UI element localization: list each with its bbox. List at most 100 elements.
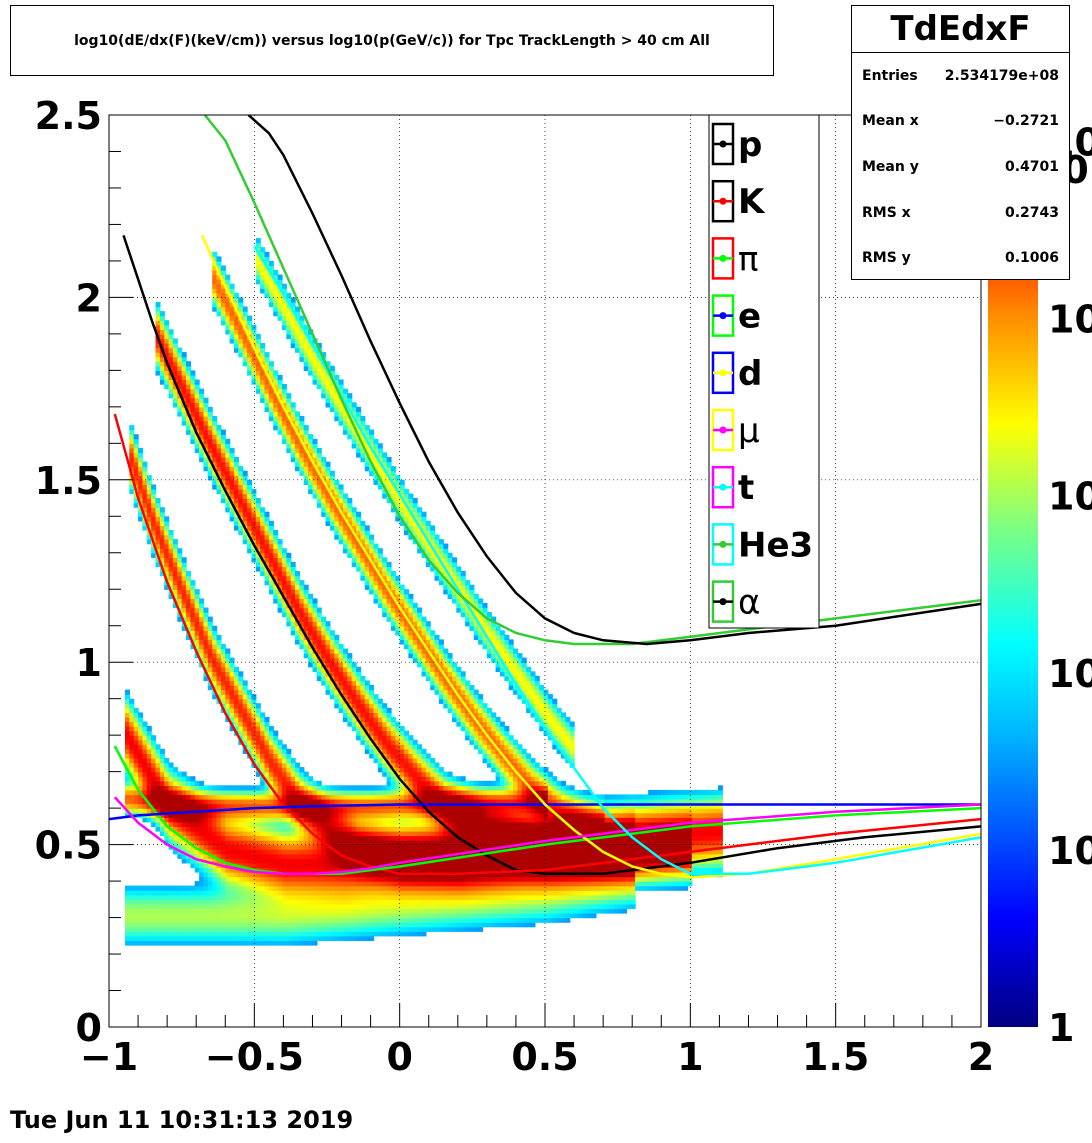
heatmap-cell bbox=[194, 411, 200, 417]
heatmap-cell bbox=[268, 279, 274, 285]
heatmap-cell bbox=[356, 894, 362, 900]
heatmap-cell bbox=[386, 840, 392, 846]
heatmap-cell bbox=[404, 607, 409, 613]
heatmap-cell bbox=[264, 580, 270, 586]
heatmap-cell bbox=[242, 858, 248, 864]
heatmap-cell bbox=[390, 730, 396, 736]
heatmap-cell bbox=[172, 575, 178, 581]
heatmap-cell bbox=[255, 826, 261, 832]
heatmap-cell bbox=[360, 799, 366, 805]
heatmap-cell bbox=[404, 867, 409, 873]
heatmap-cell bbox=[343, 507, 348, 513]
heatmap-cell bbox=[360, 913, 366, 919]
heatmap-cell bbox=[295, 438, 300, 444]
heatmap-cell bbox=[159, 525, 165, 531]
heatmap-cell bbox=[295, 466, 300, 472]
heatmap-cell bbox=[203, 917, 209, 923]
heatmap-cell bbox=[351, 507, 357, 513]
heatmap-cell bbox=[229, 479, 235, 485]
heatmap-cell bbox=[277, 561, 283, 568]
heatmap-cell bbox=[229, 493, 235, 499]
heatmap-cell bbox=[177, 794, 183, 800]
heatmap-cell bbox=[290, 913, 296, 919]
heatmap-cell bbox=[203, 612, 209, 618]
heatmap-cell bbox=[417, 840, 423, 846]
heatmap-cell bbox=[329, 634, 335, 640]
heatmap-cell bbox=[273, 767, 279, 773]
heatmap-cell bbox=[168, 913, 174, 919]
heatmap-cell bbox=[194, 817, 200, 823]
heatmap-cell bbox=[255, 739, 261, 745]
heatmap-cell bbox=[177, 397, 183, 403]
heatmap-cell bbox=[255, 707, 261, 713]
heatmap-cell bbox=[425, 671, 431, 677]
heatmap-cell bbox=[264, 571, 270, 577]
heatmap-cell bbox=[220, 799, 226, 805]
heatmap-cell bbox=[268, 566, 274, 572]
heatmap-cell bbox=[390, 903, 396, 910]
heatmap-cell bbox=[238, 511, 244, 517]
heatmap-cell bbox=[194, 447, 200, 454]
heatmap-cell bbox=[212, 867, 218, 873]
heatmap-cell bbox=[373, 748, 379, 754]
heatmap-cell bbox=[399, 502, 405, 508]
heatmap-cell bbox=[268, 530, 274, 536]
heatmap-cell bbox=[229, 507, 235, 513]
heatmap-cell bbox=[382, 767, 388, 773]
heatmap-cell bbox=[277, 885, 283, 891]
heatmap-cell bbox=[164, 548, 170, 554]
heatmap-cell bbox=[251, 488, 257, 495]
heatmap-cell bbox=[312, 616, 318, 622]
heatmap-cell bbox=[138, 890, 144, 896]
heatmap-cell bbox=[133, 739, 139, 745]
heatmap-cell bbox=[377, 571, 383, 577]
heatmap-cell bbox=[299, 329, 305, 335]
heatmap-cell bbox=[225, 279, 231, 285]
heatmap-cell bbox=[408, 744, 414, 750]
heatmap-cell bbox=[251, 840, 257, 846]
heatmap-cell bbox=[186, 379, 191, 385]
heatmap-cell bbox=[199, 812, 205, 818]
heatmap-cell bbox=[242, 539, 248, 545]
heatmap-cell bbox=[334, 821, 340, 827]
heatmap-cell bbox=[395, 826, 401, 832]
heatmap-cell bbox=[164, 903, 170, 910]
heatmap-cell bbox=[303, 584, 309, 590]
heatmap-cell bbox=[264, 812, 270, 818]
heatmap-cell bbox=[421, 894, 427, 900]
heatmap-cell bbox=[133, 447, 139, 454]
heatmap-cell bbox=[425, 520, 431, 526]
heatmap-cell bbox=[316, 867, 322, 873]
heatmap-cell bbox=[164, 803, 170, 809]
heatmap-cell bbox=[242, 794, 248, 800]
heatmap-cell bbox=[347, 885, 353, 891]
heatmap-cell bbox=[260, 247, 266, 253]
heatmap-cell bbox=[190, 789, 196, 796]
heatmap-cell bbox=[138, 716, 144, 723]
heatmap-cell bbox=[399, 840, 405, 846]
heatmap-cell bbox=[129, 457, 135, 463]
heatmap-cell bbox=[404, 739, 409, 745]
heatmap-cell bbox=[242, 502, 248, 508]
heatmap-cell bbox=[277, 922, 283, 928]
heatmap-cell bbox=[155, 324, 161, 330]
heatmap-cell bbox=[186, 589, 191, 595]
heatmap-cell bbox=[364, 744, 370, 750]
heatmap-cell bbox=[395, 844, 401, 850]
heatmap-cell bbox=[390, 602, 396, 609]
heatmap-cell bbox=[290, 858, 296, 864]
heatmap-cell bbox=[325, 812, 331, 818]
heatmap-cell bbox=[247, 935, 253, 941]
heatmap-cell bbox=[382, 744, 388, 750]
heatmap-cell bbox=[417, 744, 423, 750]
heatmap-cell bbox=[290, 566, 296, 572]
heatmap-cell bbox=[329, 484, 335, 490]
heatmap-cell bbox=[181, 411, 187, 417]
heatmap-cell bbox=[425, 844, 431, 850]
heatmap-cell bbox=[356, 703, 362, 709]
heatmap-cell bbox=[373, 758, 379, 764]
heatmap-cell bbox=[421, 853, 427, 859]
heatmap-cell bbox=[316, 666, 322, 672]
heatmap-cell bbox=[151, 493, 157, 499]
heatmap-cell bbox=[229, 657, 235, 663]
